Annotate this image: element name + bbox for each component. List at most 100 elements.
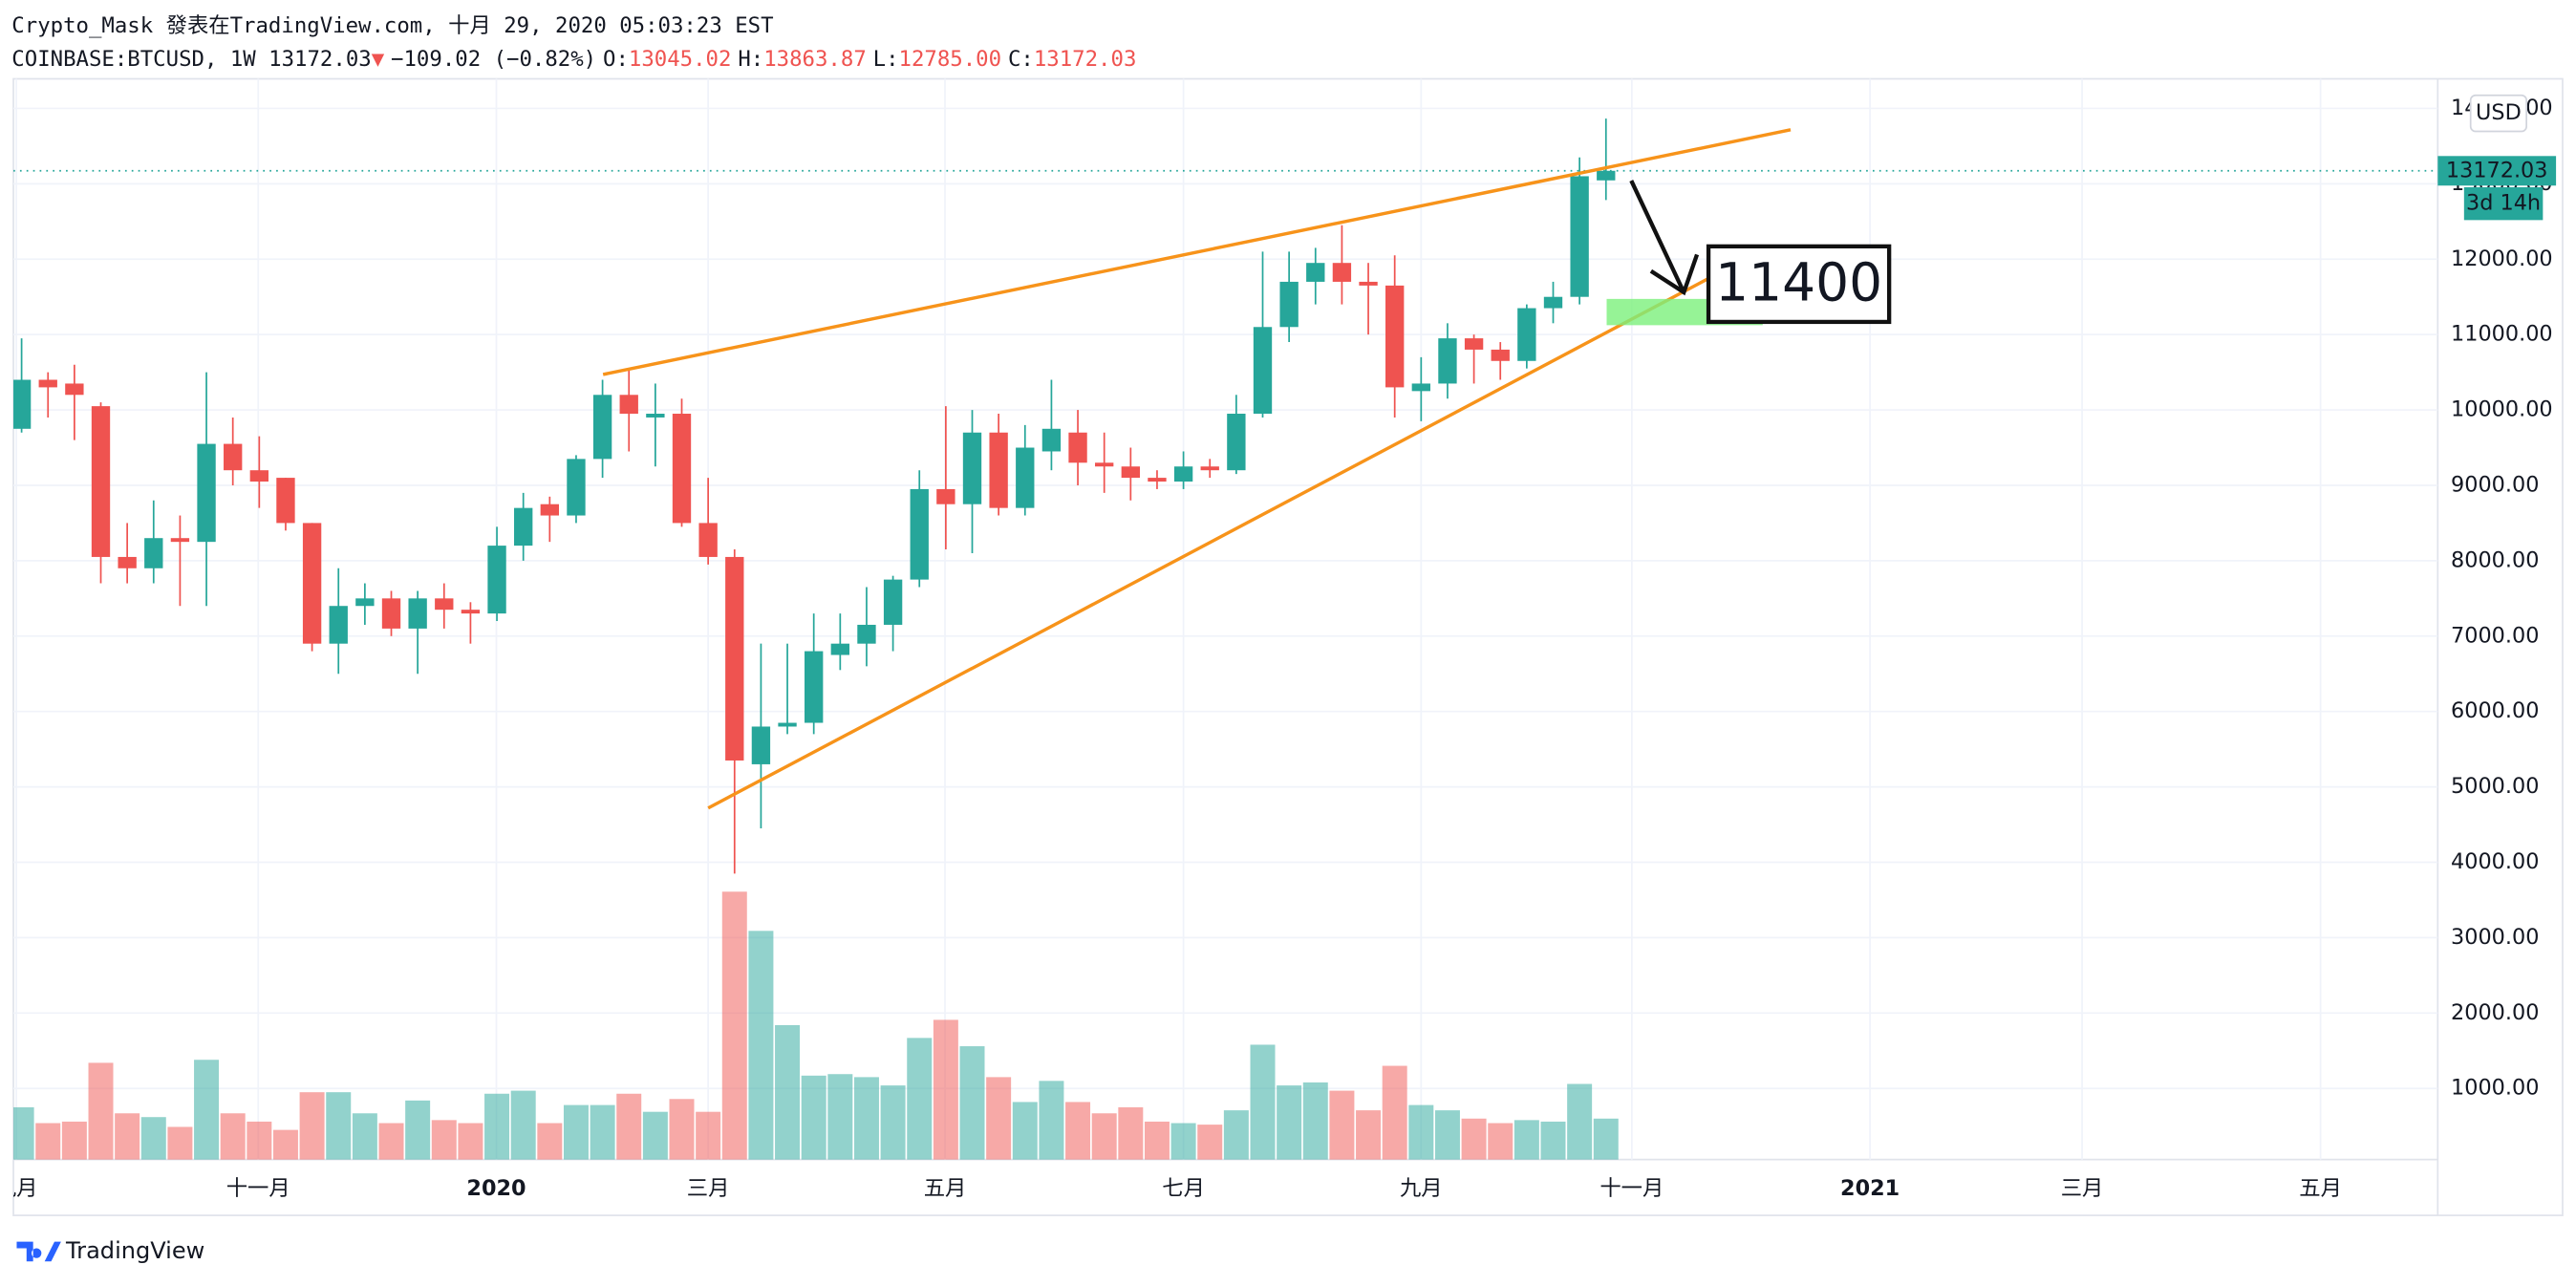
change-arrow: ▼: [372, 46, 385, 71]
candle-body: [276, 478, 295, 524]
volume-bar: [853, 1077, 879, 1160]
volume-bar: [1408, 1104, 1434, 1160]
candle-body: [778, 722, 797, 727]
volume-bar: [1223, 1110, 1249, 1160]
close-value: 13172.03: [1034, 46, 1137, 71]
volume-bar: [1356, 1110, 1382, 1160]
volume-bar: [537, 1123, 563, 1160]
price-axis: 1000.00 2000.00 3000.00 4000.00 5000.00 6000.…: [2437, 94, 2557, 1101]
last-price-badge: [2437, 156, 2557, 186]
candle-body: [329, 606, 348, 644]
volume-bar: [907, 1038, 933, 1160]
volume-bar: [1039, 1081, 1064, 1160]
volume-bar: [352, 1113, 377, 1160]
volume-bar: [827, 1074, 853, 1160]
candle-body: [197, 443, 216, 543]
y-tick-label: 3000.00: [2451, 925, 2539, 950]
annotation-text: 11400: [1715, 251, 1882, 312]
close-label: C:: [1008, 46, 1034, 71]
time-axis: 九月 十一月 2020 三月 五月 七月 九月 十一月 2021 三月 五月: [13, 1176, 2342, 1201]
candle-body: [408, 598, 427, 629]
open-value: 13045.02: [629, 46, 732, 71]
logo: [16, 1241, 61, 1262]
candle-body: [118, 556, 137, 568]
volume-bar: [669, 1099, 695, 1160]
candle-body: [1597, 170, 1616, 181]
volume-bar: [1091, 1113, 1117, 1160]
y-tick-label: 10000.00: [2451, 397, 2553, 422]
change: −109.02 (−0.82%): [391, 46, 596, 71]
volume-bar: [61, 1121, 87, 1160]
candle-body: [989, 432, 1008, 508]
volume-bar: [1250, 1044, 1276, 1160]
volume-bar: [194, 1060, 220, 1160]
candle-body: [1332, 263, 1352, 282]
candle-body: [1279, 281, 1299, 328]
volume-bar: [959, 1046, 985, 1160]
low-value: 12785.00: [899, 46, 1002, 71]
candle-body: [1200, 466, 1219, 471]
volume-bar: [986, 1077, 1012, 1160]
y-tick-label: 8000.00: [2451, 547, 2539, 572]
candle-body: [1491, 349, 1510, 361]
volume-bar: [1197, 1125, 1223, 1160]
volume-bar: [642, 1111, 668, 1160]
candle-body: [1306, 263, 1325, 282]
y-tick-label: 9000.00: [2451, 472, 2539, 497]
y-tick-label: 5000.00: [2451, 774, 2539, 799]
trend-line: [707, 259, 1743, 810]
currency-badge: [2469, 94, 2528, 133]
x-tick-label: 五月: [2299, 1176, 2342, 1201]
y-tick-label: 12000.00: [2451, 246, 2553, 271]
candle-body: [302, 523, 322, 644]
volume-bar: [458, 1123, 483, 1160]
candle-body: [698, 523, 718, 557]
y-tick-label: 4000.00: [2451, 849, 2539, 874]
volume-bar: [1567, 1083, 1593, 1160]
candle-body: [830, 643, 849, 655]
candle-body: [435, 598, 454, 611]
candle-body: [857, 624, 876, 644]
trend-line: [602, 128, 1792, 376]
last-price-label: 13172.03: [2446, 158, 2548, 182]
footer: TradingView: [16, 1237, 204, 1264]
volume-bar: [115, 1113, 140, 1160]
x-tick-label: 七月: [1162, 1176, 1205, 1201]
candle-body: [1041, 428, 1062, 452]
symbol: COINBASE:BTCUSD, 1W 13172.03: [11, 46, 371, 71]
candle-body: [883, 579, 903, 625]
candle-body: [592, 395, 612, 460]
volume-bar: [220, 1113, 246, 1160]
candle-body: [1543, 296, 1563, 309]
candle-body: [1411, 383, 1430, 392]
candle-body: [725, 556, 744, 761]
y-tick-label: 7000.00: [2451, 623, 2539, 648]
header-quote: COINBASE:BTCUSD, 1W 13172.03▼ −109.02 (−0…: [11, 46, 1136, 71]
volume-bar: [299, 1092, 325, 1160]
candle-body: [1227, 414, 1246, 471]
candle-body: [1095, 462, 1114, 467]
volume-bar: [431, 1120, 457, 1160]
volume-bar: [880, 1085, 906, 1160]
y-tick-label: 2000.00: [2451, 1000, 2539, 1025]
candle-body: [13, 379, 32, 429]
x-tick-label: 十一月: [1599, 1176, 1664, 1201]
arrow: [1629, 180, 1700, 296]
candle-body: [540, 504, 559, 516]
volume-bar: [326, 1092, 352, 1160]
candle-body: [646, 414, 665, 418]
x-tick-label: 三月: [2061, 1176, 2104, 1201]
annotation-box: [1706, 244, 1892, 325]
candle-body: [910, 488, 929, 580]
candle-body: [936, 488, 955, 504]
volume-bar: [13, 1106, 34, 1160]
candle-body: [65, 383, 84, 396]
volume-bar: [88, 1062, 114, 1160]
volume-bar: [1170, 1123, 1196, 1160]
candle-body: [1385, 285, 1405, 388]
volume-bar: [1329, 1090, 1355, 1160]
candle-body: [487, 546, 506, 614]
x-tick-label: 三月: [687, 1176, 730, 1201]
